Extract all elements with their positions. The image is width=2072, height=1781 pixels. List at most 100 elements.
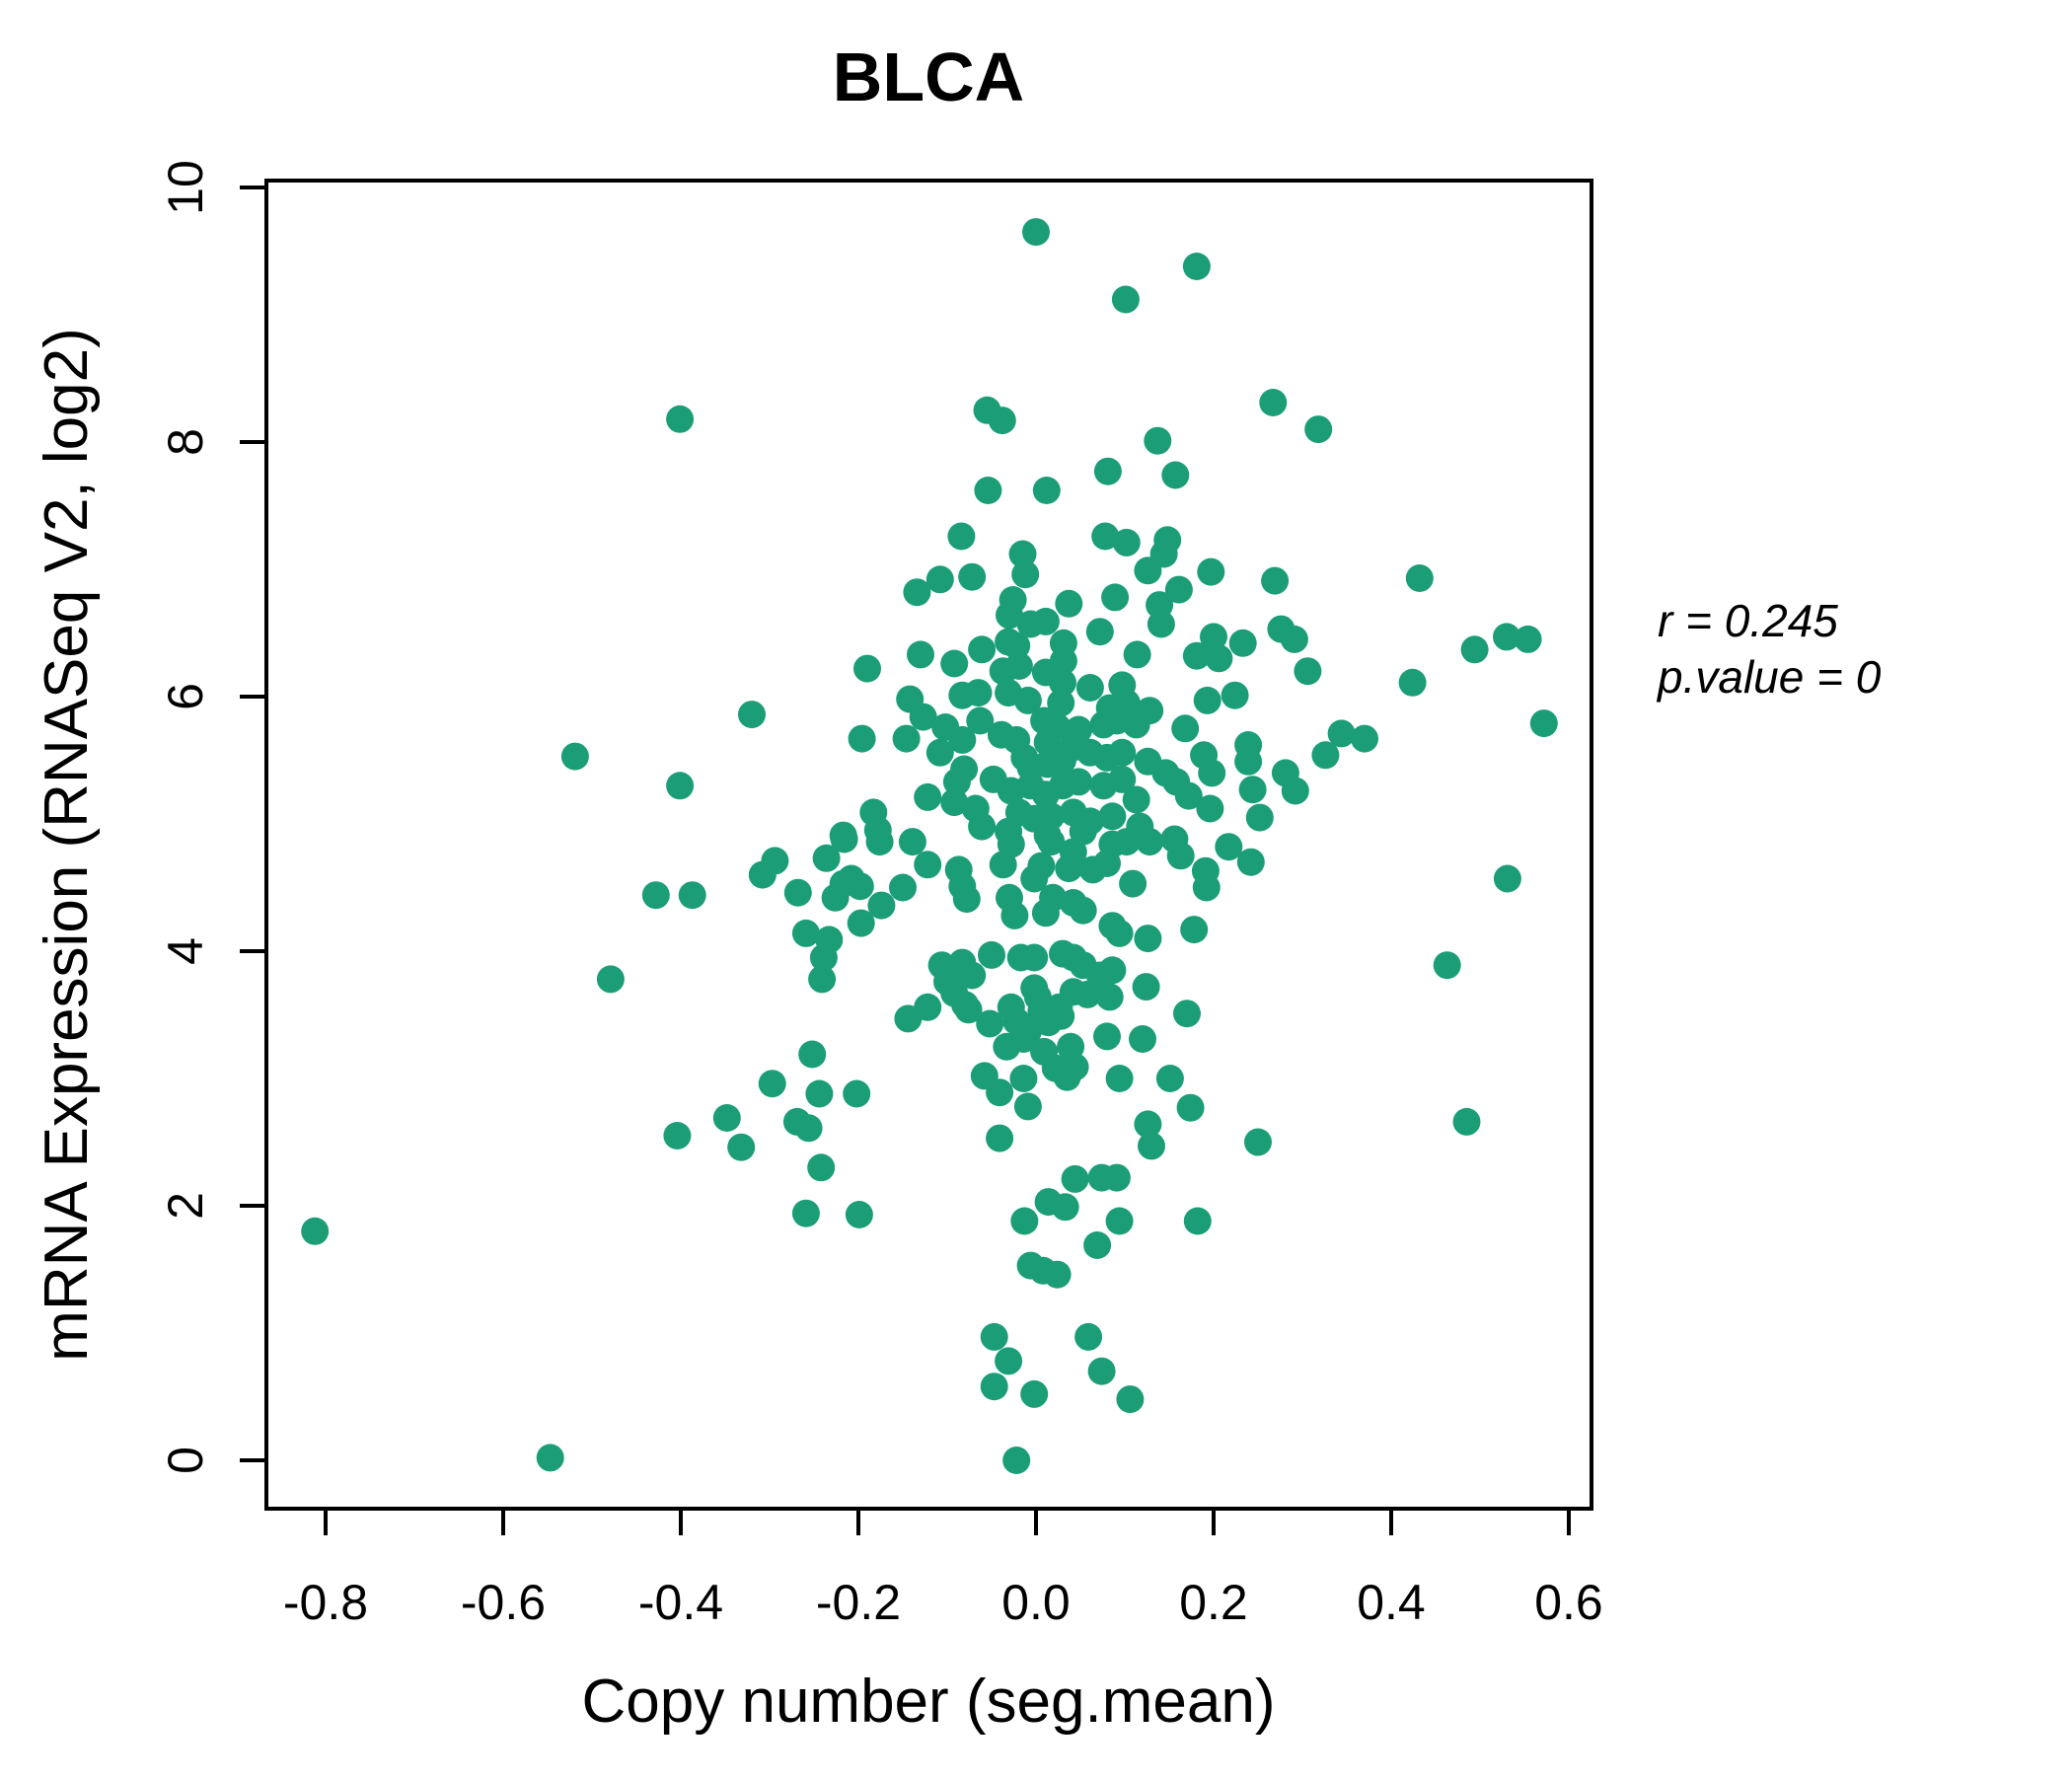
x-tick-label: -0.6 bbox=[461, 1575, 546, 1630]
scatter-point bbox=[1144, 426, 1172, 455]
scatter-point bbox=[903, 578, 931, 607]
scatter-point bbox=[1238, 776, 1267, 804]
scatter-point bbox=[954, 996, 983, 1024]
scatter-point bbox=[978, 940, 1005, 969]
scatter-point bbox=[301, 1217, 330, 1245]
scatter-point bbox=[1193, 686, 1221, 714]
correlation-annotation-p: p.value = 0 bbox=[1656, 651, 1882, 703]
scatter-point bbox=[1196, 794, 1224, 823]
scatter-point bbox=[1311, 741, 1340, 770]
scatter-point bbox=[1134, 925, 1162, 953]
scatter-point bbox=[1031, 607, 1060, 635]
scatter-point bbox=[1013, 686, 1042, 714]
scatter-point bbox=[560, 742, 589, 771]
scatter-point bbox=[894, 1004, 923, 1033]
scatter-point bbox=[1280, 625, 1308, 653]
scatter-point bbox=[958, 961, 987, 990]
scatter-point bbox=[980, 1373, 1008, 1401]
scatter-point bbox=[1294, 657, 1322, 686]
scatter-point bbox=[1022, 218, 1050, 247]
scatter-point bbox=[808, 965, 837, 994]
scatter-point bbox=[536, 1444, 564, 1472]
x-tick-label: 0.6 bbox=[1534, 1575, 1603, 1630]
scatter-point bbox=[1105, 1207, 1134, 1235]
y-tick-label: 0 bbox=[158, 1447, 213, 1474]
scatter-point bbox=[1119, 869, 1147, 898]
y-tick-label: 6 bbox=[158, 683, 213, 710]
scatter-point bbox=[1037, 828, 1066, 856]
scatter-point bbox=[1176, 1093, 1205, 1122]
scatter-point bbox=[809, 943, 838, 972]
scatter-point bbox=[1111, 285, 1140, 314]
scatter-point bbox=[1051, 1193, 1079, 1222]
scatter-point bbox=[1069, 817, 1097, 846]
scatter-point bbox=[1149, 540, 1178, 568]
scatter-point bbox=[1129, 1025, 1156, 1053]
scatter-point bbox=[812, 844, 841, 872]
scatter-point bbox=[976, 1009, 1004, 1038]
scatter-point bbox=[805, 1079, 834, 1108]
scatter-point bbox=[1197, 557, 1225, 586]
x-tick-label: 0.2 bbox=[1179, 1575, 1248, 1630]
scatter-point bbox=[1061, 1164, 1089, 1193]
scatter-point bbox=[1009, 1065, 1038, 1092]
scatter-point bbox=[727, 1133, 756, 1161]
x-tick-label: -0.8 bbox=[283, 1575, 368, 1630]
scatter-point bbox=[1112, 828, 1141, 856]
scatter-point bbox=[848, 724, 876, 753]
scatter-point bbox=[1073, 980, 1102, 1008]
scatter-point bbox=[1020, 943, 1049, 972]
scatter-point bbox=[853, 654, 881, 683]
scatter-point bbox=[791, 919, 820, 947]
scatter-point bbox=[1020, 1379, 1049, 1408]
scatter-point bbox=[1093, 457, 1122, 485]
scatter-point bbox=[968, 812, 997, 841]
scatter-point bbox=[1433, 951, 1461, 980]
scatter-point bbox=[807, 1153, 836, 1182]
scatter-point bbox=[980, 1322, 1008, 1351]
scatter-point bbox=[847, 909, 875, 937]
scatter-point bbox=[845, 1201, 873, 1228]
scatter-point bbox=[1244, 1128, 1272, 1156]
scatter-point bbox=[678, 881, 706, 910]
scatter-point bbox=[1236, 848, 1265, 876]
correlation-annotation-r: r = 0.245 bbox=[1658, 595, 1838, 646]
scatter-point bbox=[892, 724, 921, 753]
scatter-point bbox=[1047, 1002, 1075, 1030]
scatter-point bbox=[947, 522, 976, 551]
scatter-point bbox=[1180, 916, 1209, 944]
scatter-point bbox=[1008, 540, 1037, 568]
x-tick-label: 0.0 bbox=[1001, 1575, 1071, 1630]
x-tick-label: 0.4 bbox=[1357, 1575, 1426, 1630]
scatter-point bbox=[1164, 575, 1193, 604]
scatter-point bbox=[1055, 589, 1083, 618]
scatter-point bbox=[1049, 668, 1076, 697]
scatter-point bbox=[1105, 1065, 1134, 1092]
scatter-point bbox=[748, 860, 777, 889]
scatter-point bbox=[1134, 747, 1162, 776]
scatter-point bbox=[995, 1347, 1023, 1375]
scatter-point bbox=[1105, 919, 1134, 947]
x-axis-label: Copy number (seg.mean) bbox=[582, 1668, 1276, 1736]
scatter-point bbox=[925, 738, 954, 767]
scatter-point bbox=[898, 828, 926, 856]
scatter-point bbox=[1183, 1207, 1212, 1235]
scatter-point bbox=[1405, 564, 1434, 592]
scatter-point bbox=[1155, 1065, 1184, 1092]
scatter-point bbox=[1102, 1163, 1131, 1192]
plot-box bbox=[264, 179, 1593, 1511]
scatter-point bbox=[1101, 583, 1130, 612]
scatter-point bbox=[1027, 852, 1056, 880]
scatter-point bbox=[663, 1122, 692, 1150]
scatter-point bbox=[1011, 560, 1040, 589]
scatter-point bbox=[1147, 610, 1175, 638]
scatter-point bbox=[1198, 759, 1226, 787]
scatter-point bbox=[989, 851, 1017, 879]
scatter-point bbox=[1460, 635, 1489, 664]
scatter-point bbox=[1049, 746, 1076, 775]
y-tick-label: 2 bbox=[158, 1192, 213, 1220]
scatter-point bbox=[1043, 1260, 1072, 1289]
scatter-point bbox=[1032, 477, 1061, 504]
